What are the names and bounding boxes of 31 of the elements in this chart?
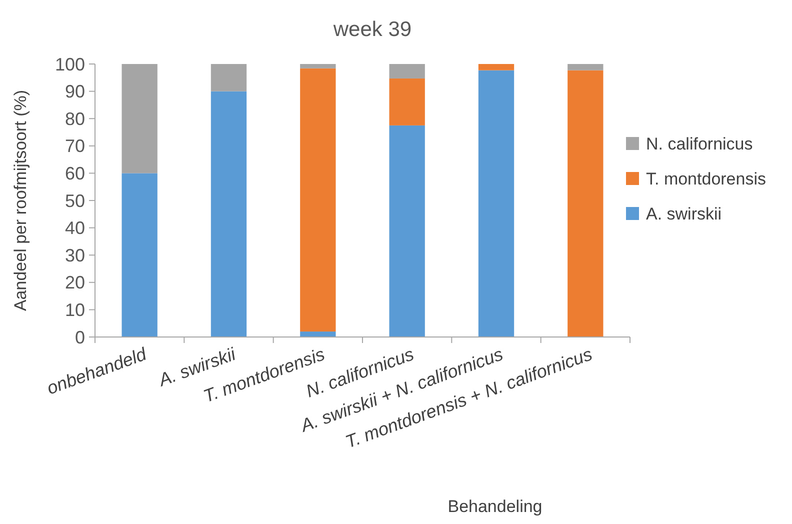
chart-title: week 39 [332, 18, 412, 41]
y-tick-label: 30 [64, 245, 85, 266]
bar [122, 64, 158, 174]
y-tick-label: 20 [64, 272, 85, 293]
y-tick-label: 90 [64, 82, 85, 102]
bar [389, 64, 425, 78]
bar [568, 64, 604, 70]
bar [389, 125, 425, 337]
y-tick-label: 50 [64, 190, 85, 211]
y-tick-label: 60 [64, 164, 85, 184]
x-axis-title: Behandeling [448, 497, 542, 516]
y-tick-label: 70 [64, 136, 85, 156]
bar [300, 64, 336, 68]
bar [210, 64, 247, 92]
y-tick-label: 0 [74, 327, 85, 348]
bar [568, 70, 604, 337]
bar [389, 78, 425, 126]
bar [122, 173, 158, 337]
y-tick-label: 40 [64, 218, 85, 238]
y-tick-label: 100 [54, 54, 85, 74]
y-tick-label: 10 [64, 300, 85, 320]
legend-label: A. swirskii [646, 204, 722, 224]
y-tick-label: 80 [64, 108, 85, 129]
bar [300, 332, 336, 337]
bar [300, 68, 336, 332]
bar [478, 64, 514, 70]
legend-label: T. montdorensis [646, 169, 766, 188]
bar [478, 70, 514, 337]
bar [210, 91, 247, 337]
y-axis-title: Aandeel per roofmijtsoort (%) [11, 90, 30, 312]
legend-label: N. californicus [646, 134, 753, 154]
